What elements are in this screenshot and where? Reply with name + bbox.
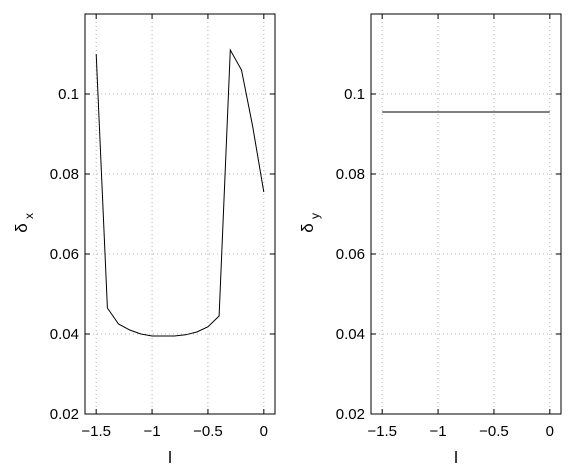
right-panel-delta-y: −1.5 −1 −0.5 0 0.02 0.04 0.06 0.08 0.1 l δy [298, 13, 562, 466]
y-tick-label: 0.04 [50, 326, 79, 343]
x-tick-label: −1 [430, 423, 447, 440]
x-tick-label: −1.5 [367, 423, 397, 440]
y-tick-label: 0.02 [336, 406, 365, 423]
axes-frame [84, 13, 276, 415]
y-tick-label: 0.08 [50, 166, 79, 183]
y-axis-label-subscript: y [308, 213, 322, 219]
axes-frame [370, 13, 562, 415]
series-line [95, 48, 265, 337]
y-axis-label: δx [12, 213, 36, 233]
x-tick-label: −0.5 [193, 423, 223, 440]
x-tick-label: −1 [144, 423, 161, 440]
x-axis-label: l [454, 448, 458, 466]
x-axis-label: l [168, 448, 172, 466]
y-tick-label: 0.06 [50, 246, 79, 263]
y-tick-label: 0.04 [336, 326, 365, 343]
y-tick-label: 0.02 [50, 406, 79, 423]
y-tick-label: 0.08 [336, 166, 365, 183]
y-tick-label: 0.1 [58, 86, 79, 103]
y-axis-label-symbol: δ [298, 223, 317, 232]
x-tick-label: −1.5 [81, 423, 111, 440]
y-tick-label: 0.06 [336, 246, 365, 263]
y-axis-label-symbol: δ [12, 223, 31, 232]
x-tick-label: −0.5 [479, 423, 509, 440]
y-axis-label-subscript: x [22, 213, 36, 219]
x-tick-label: 0 [260, 423, 268, 440]
y-axis-label: δy [298, 213, 322, 233]
y-tick-label: 0.1 [344, 86, 365, 103]
left-panel-delta-x: −1.5 −1 −0.5 0 0.02 0.04 0.06 0.08 0.1 l δx [12, 13, 276, 466]
x-tick-label: 0 [546, 423, 554, 440]
